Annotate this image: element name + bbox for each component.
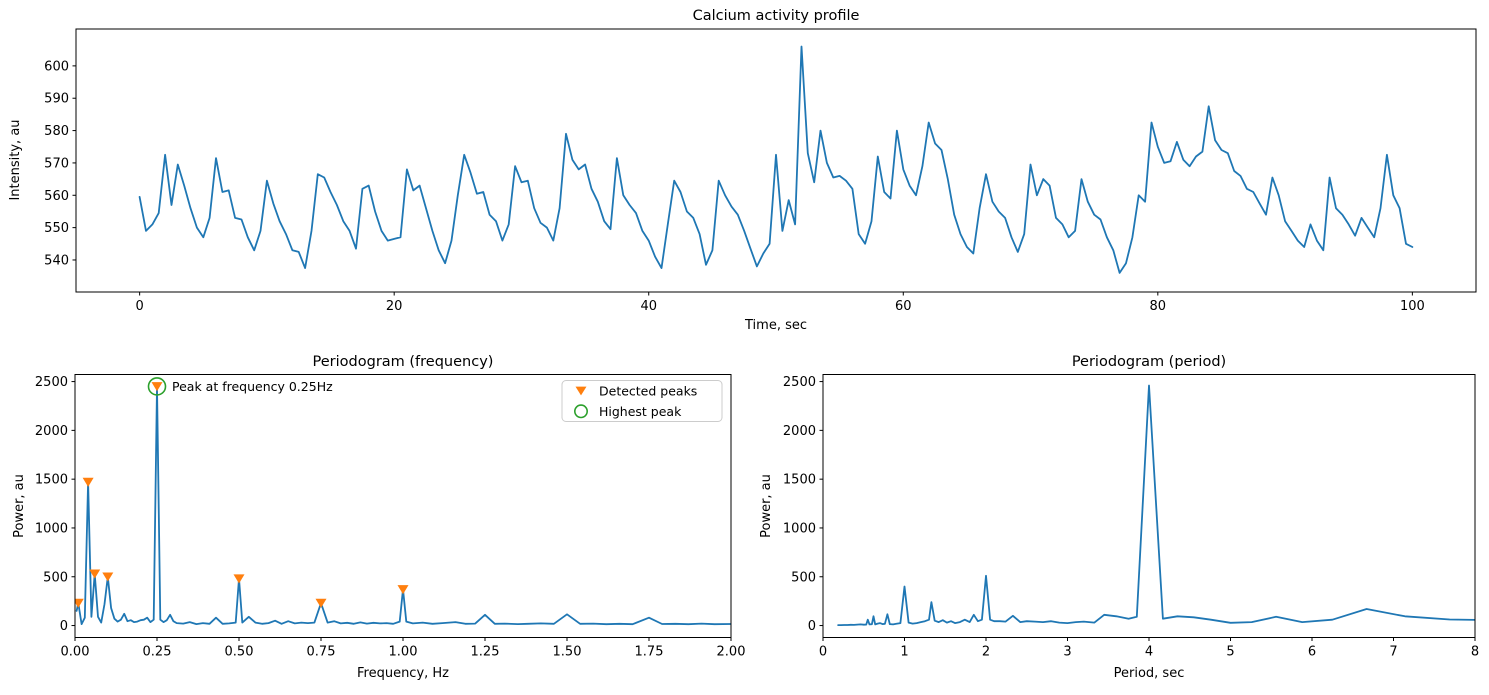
x-tick-label: 80 — [1150, 299, 1167, 314]
legend-box — [561, 380, 723, 422]
period-plot-title: Periodogram (period) — [1072, 354, 1226, 370]
y-tick-label: 580 — [44, 124, 69, 139]
y-tick-label: 2500 — [783, 375, 816, 390]
x-tick-label: 2.00 — [717, 645, 746, 660]
x-tick-label: 1.25 — [471, 645, 500, 660]
x-tick-label: 1 — [900, 645, 908, 660]
detected-peak-marker — [315, 598, 327, 608]
x-tick-label: 0 — [135, 299, 143, 314]
legend-label-highest-peak: Highest peak — [599, 404, 682, 419]
period-yaxis-label: Power, au — [759, 474, 774, 538]
x-tick-label: 0.75 — [307, 645, 336, 660]
detected-peak-marker — [102, 572, 114, 582]
y-tick-label: 0 — [60, 619, 68, 634]
y-tick-label: 540 — [44, 253, 69, 268]
frequency-xaxis-label: Frequency, Hz — [357, 666, 449, 681]
x-tick-label: 1.75 — [635, 645, 664, 660]
y-tick-label: 2500 — [35, 375, 68, 390]
x-tick-label: 2 — [982, 645, 990, 660]
highest-peak-marker — [147, 377, 167, 396]
y-tick-label: 500 — [791, 570, 816, 585]
y-tick-label: 590 — [44, 92, 69, 107]
detected-peak-marker — [397, 585, 409, 595]
periodogram-period-plot: 0 1 2 3 4 5 6 7 8 0 500 1000 1500 2000 2500 Periodogra… — [759, 354, 1479, 681]
x-tick-label: 6 — [1308, 645, 1316, 660]
calcium-activity-plot: 0 20 40 60 80 100 540 550 560 570 580 590 600 Calciu… — [8, 8, 1477, 333]
calcium-line — [138, 45, 1414, 274]
periodogram_period-axes-frame — [822, 374, 1476, 638]
legend-label-detected-peaks: Detected peaks — [599, 384, 697, 399]
x-tick-label: 20 — [386, 299, 403, 314]
periodogram_frequency-line — [75, 385, 731, 626]
x-tick-label: 40 — [640, 299, 657, 314]
y-tick-label: 1000 — [783, 521, 816, 536]
frequency-plot-title: Periodogram (frequency) — [313, 354, 494, 370]
y-tick-label: 1000 — [35, 521, 68, 536]
detected-peak-marker — [82, 477, 94, 487]
y-tick-label: 2000 — [783, 424, 816, 439]
x-tick-label: 0.00 — [61, 645, 90, 660]
detected-peak-marker — [233, 574, 245, 584]
detected-peak-marker — [75, 598, 84, 608]
y-tick-label: 500 — [43, 570, 68, 585]
periodogram_period-line — [837, 384, 1475, 626]
x-tick-label: 7 — [1389, 645, 1397, 660]
x-tick-label: 5 — [1226, 645, 1234, 660]
x-tick-label: 1.50 — [553, 645, 582, 660]
y-tick-label: 570 — [44, 156, 69, 171]
x-tick-label: 8 — [1471, 645, 1479, 660]
x-tick-label: 100 — [1400, 299, 1425, 314]
detected-peak-marker — [89, 569, 101, 579]
frequency-yaxis-label: Power, au — [12, 474, 27, 538]
highest-peak-legend-icon — [573, 404, 588, 419]
x-tick-label: 0.50 — [225, 645, 254, 660]
detected-peaks-legend-icon — [575, 386, 587, 396]
y-tick-label: 1500 — [35, 473, 68, 488]
x-tick-label: 1.00 — [389, 645, 418, 660]
x-tick-label: 3 — [1063, 645, 1071, 660]
calcium-xaxis-label: Time, sec — [744, 318, 807, 333]
y-tick-label: 550 — [44, 221, 69, 236]
calcium-axes-frame — [75, 28, 1477, 293]
detected-peak-marker — [151, 382, 163, 392]
y-tick-label: 560 — [44, 189, 69, 204]
peak-annotation: Peak at frequency 0.25Hz — [172, 379, 333, 394]
y-tick-label: 1500 — [783, 473, 816, 488]
legend: Detected peaks Highest peak — [561, 380, 723, 422]
y-tick-label: 0 — [808, 619, 816, 634]
periodogram-frequency-plot: 0.00 0.25 0.50 0.75 1.00 1.25 1.50 1.75 2.00 0 500… — [12, 354, 745, 681]
x-tick-label: 0.25 — [143, 645, 172, 660]
y-tick-label: 2000 — [35, 424, 68, 439]
x-tick-label: 60 — [895, 299, 912, 314]
periodogram_frequency-axes-frame — [74, 374, 732, 638]
period-xaxis-label: Period, sec — [1114, 666, 1185, 681]
x-tick-label: 4 — [1145, 645, 1153, 660]
calcium-yaxis-label: Intensity, au — [8, 119, 23, 200]
calcium-plot-title: Calcium activity profile — [693, 8, 860, 24]
x-tick-label: 0 — [819, 645, 827, 660]
y-tick-label: 600 — [44, 59, 69, 74]
